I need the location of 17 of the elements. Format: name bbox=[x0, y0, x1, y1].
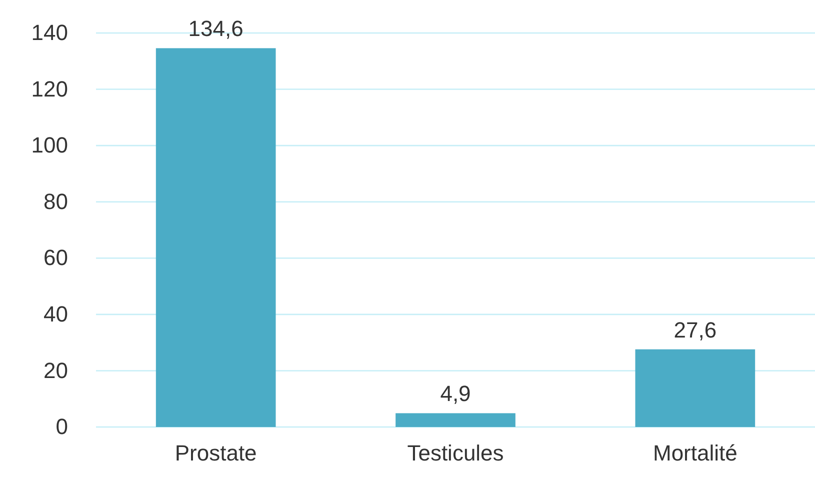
y-tick-label: 120 bbox=[31, 76, 68, 102]
y-tick-label: 60 bbox=[44, 245, 68, 270]
data-label: 4,9 bbox=[440, 381, 471, 406]
y-tick-label: 40 bbox=[44, 301, 68, 326]
bar bbox=[156, 48, 276, 427]
y-tick-label: 100 bbox=[31, 132, 68, 158]
bar bbox=[635, 349, 756, 427]
data-label: 134,6 bbox=[188, 16, 244, 42]
y-tick-label: 80 bbox=[44, 188, 68, 214]
bar bbox=[396, 413, 516, 427]
x-tick-label: Mortalité bbox=[652, 440, 738, 466]
data-label: 27,6 bbox=[674, 317, 717, 342]
x-tick-label: Testicules bbox=[407, 440, 504, 466]
y-tick-label: 20 bbox=[44, 358, 68, 383]
y-tick-label: 140 bbox=[31, 20, 68, 46]
x-tick-label: Prostate bbox=[174, 440, 257, 466]
y-tick-label: 0 bbox=[56, 414, 68, 440]
